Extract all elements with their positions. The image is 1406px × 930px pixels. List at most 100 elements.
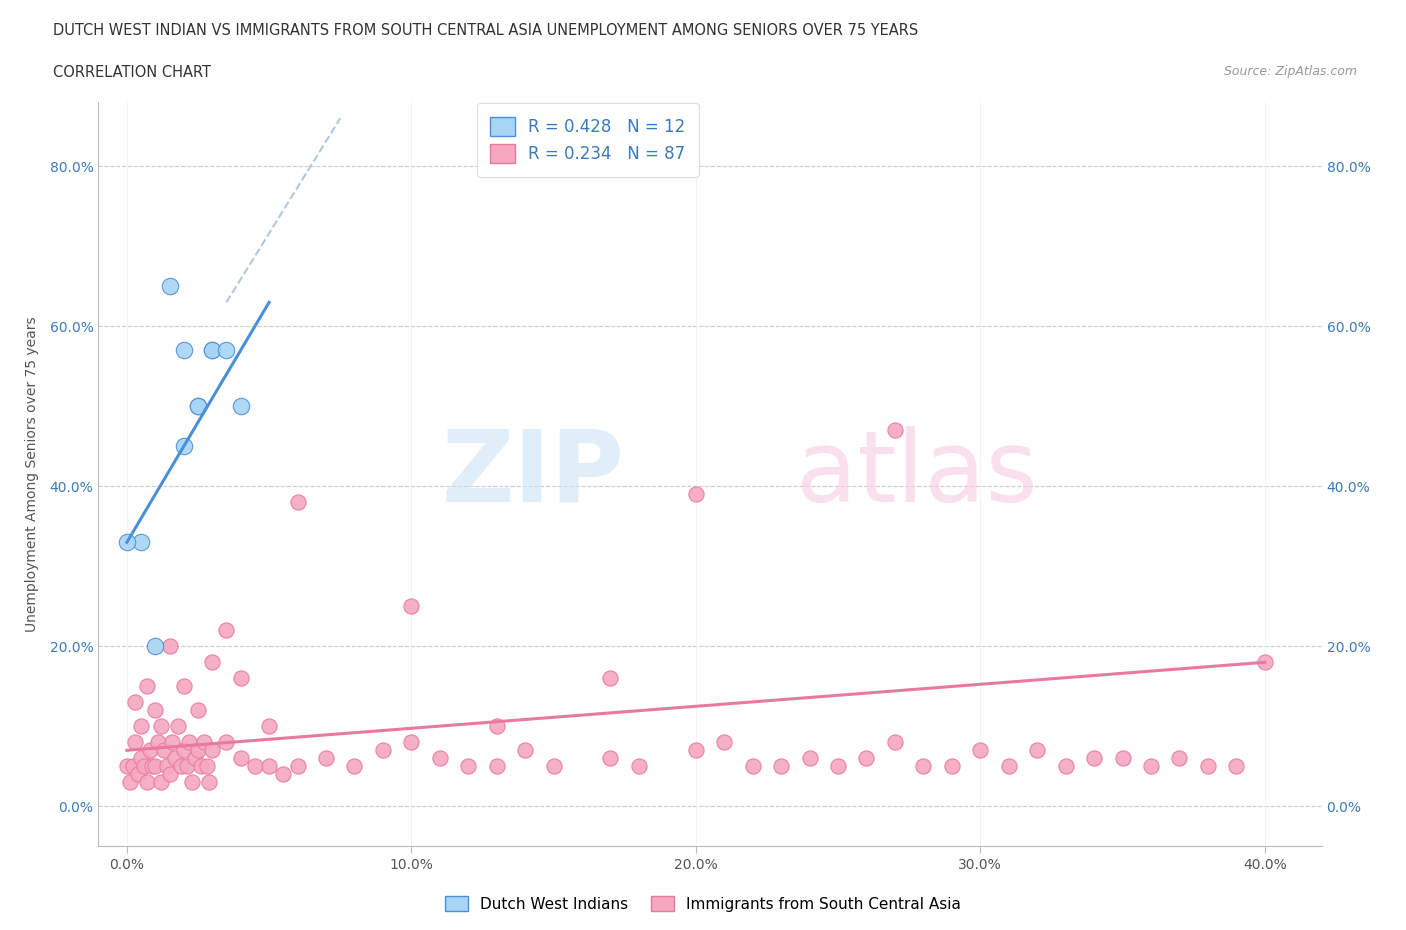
Point [141,759,163,774]
Point [315,751,337,765]
Point [685,743,707,758]
Point [135,679,157,694]
Point [179,735,201,750]
Point [1026,743,1049,758]
Point [124,695,146,710]
Point [162,735,184,750]
Point [150,719,173,734]
Y-axis label: Unemployment Among Seniors over 75 years: Unemployment Among Seniors over 75 years [24,316,38,632]
Point [124,735,146,750]
Point [135,775,157,790]
Point [969,743,991,758]
Point [143,703,166,718]
Point [884,423,907,438]
Point [184,751,207,765]
Point [257,719,280,734]
Point [599,751,621,765]
Text: atlas: atlas [796,426,1038,523]
Point [143,639,166,654]
Point [229,671,252,685]
Point [201,743,224,758]
Point [1254,655,1277,670]
Point [132,759,155,774]
Point [115,759,138,774]
Point [997,759,1019,774]
Point [173,743,195,758]
Point [159,639,181,654]
Point [118,775,141,790]
Point [115,535,138,550]
Point [173,679,195,694]
Point [143,759,166,774]
Point [173,343,195,358]
Point [401,599,423,614]
Point [170,759,193,774]
Point [215,735,238,750]
Point [150,775,173,790]
Point [198,775,221,790]
Point [159,767,181,782]
Point [685,487,707,502]
Point [1140,759,1163,774]
Point [1197,759,1219,774]
Point [855,751,877,765]
Point [1083,751,1105,765]
Point [187,743,209,758]
Point [1168,751,1191,765]
Point [941,759,963,774]
Point [1225,759,1247,774]
Point [599,671,621,685]
Point [543,759,565,774]
Point [1111,751,1133,765]
Point [201,343,224,358]
Point [485,759,508,774]
Text: Source: ZipAtlas.com: Source: ZipAtlas.com [1223,65,1357,78]
Point [713,735,735,750]
Point [485,719,508,734]
Point [1054,759,1077,774]
Point [173,439,195,454]
Point [457,759,479,774]
Point [273,767,295,782]
Point [287,495,309,510]
Point [159,279,181,294]
Point [401,735,423,750]
Point [229,399,252,414]
Point [129,719,152,734]
Point [827,759,849,774]
Point [187,703,209,718]
Point [741,759,763,774]
Point [165,751,187,765]
Point [187,399,209,414]
Point [429,751,451,765]
Point [201,343,224,358]
Point [770,759,793,774]
Point [884,735,907,750]
Point [193,735,215,750]
Point [627,759,650,774]
Point [215,623,238,638]
Point [129,751,152,765]
Point [156,759,179,774]
Point [343,759,366,774]
Point [201,655,224,670]
Point [513,743,536,758]
Point [215,343,238,358]
Point [187,399,209,414]
Point [287,759,309,774]
Point [912,759,935,774]
Point [181,775,204,790]
Point [195,759,218,774]
Legend: R = 0.428   N = 12, R = 0.234   N = 87: R = 0.428 N = 12, R = 0.234 N = 87 [477,103,699,177]
Point [243,759,266,774]
Text: CORRELATION CHART: CORRELATION CHART [53,65,211,80]
Point [129,535,152,550]
Legend: Dutch West Indians, Immigrants from South Central Asia: Dutch West Indians, Immigrants from Sout… [439,889,967,918]
Point [146,735,169,750]
Point [190,759,212,774]
Point [167,719,190,734]
Text: DUTCH WEST INDIAN VS IMMIGRANTS FROM SOUTH CENTRAL ASIA UNEMPLOYMENT AMONG SENIO: DUTCH WEST INDIAN VS IMMIGRANTS FROM SOU… [53,23,918,38]
Point [257,759,280,774]
Point [229,751,252,765]
Point [121,759,143,774]
